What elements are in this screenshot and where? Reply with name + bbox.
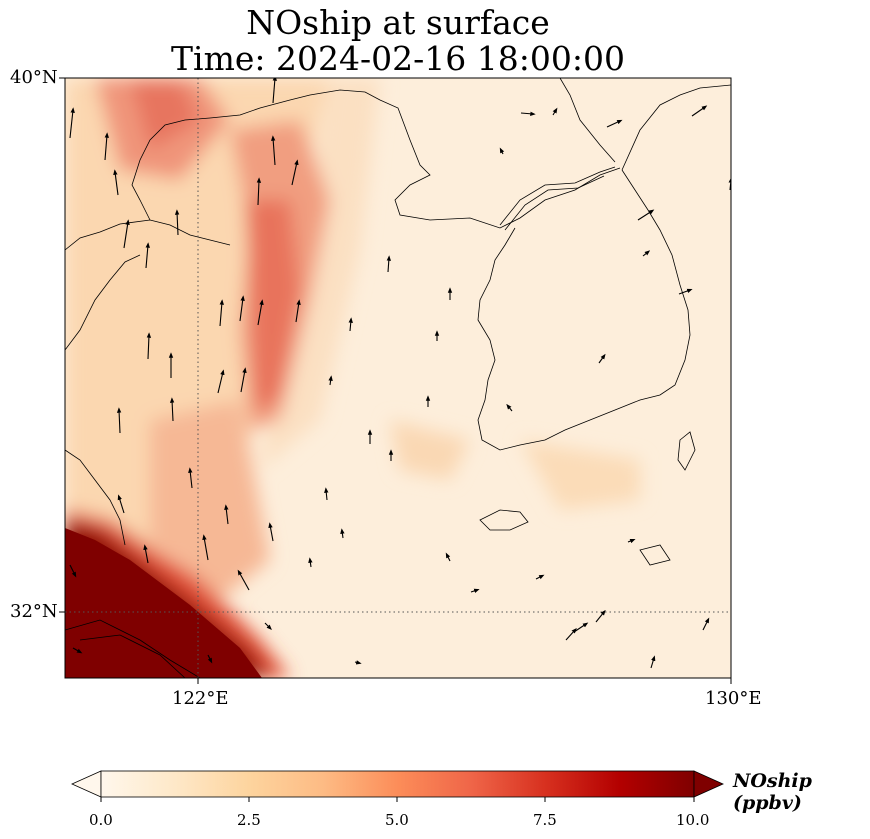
wind-arrow — [606, 119, 623, 128]
wind-arrow — [69, 107, 75, 139]
lon-label-130e: 130°E — [705, 688, 762, 709]
wind-arrow — [470, 588, 480, 593]
wind-arrow — [565, 627, 577, 641]
wind-arrow — [268, 522, 274, 542]
concentration-field — [65, 78, 731, 678]
wind-arrow — [348, 317, 353, 332]
map-title-line1: NOship at surface — [246, 3, 550, 42]
colorbar-label: NOship (ppbv) — [733, 770, 812, 814]
wind-arrow — [354, 660, 362, 665]
wind-arrow — [240, 367, 247, 393]
map-frame — [64, 77, 732, 679]
map-title-line2: Time: 2024-02-16 18:00:00 — [171, 39, 625, 78]
wind-arrow — [291, 159, 299, 186]
wind-arrow — [328, 375, 333, 386]
colorbar-tick: 10.0 — [676, 811, 710, 829]
wind-arrow — [499, 147, 505, 155]
wind-arrow — [271, 135, 276, 166]
wind-arrow — [598, 353, 606, 364]
wind-arrow — [188, 467, 193, 489]
lat-label-32n: 32°N — [10, 601, 58, 622]
colorbar-tick: 5.0 — [385, 811, 409, 829]
wind-arrow — [445, 552, 451, 562]
wind-arrow — [627, 538, 636, 544]
wind-arrow — [239, 295, 245, 322]
colorbar-tick: 7.5 — [533, 811, 557, 829]
wind-arrow — [272, 78, 277, 104]
wind-arrow — [637, 209, 655, 221]
colorbar-extend-max — [693, 770, 724, 798]
wind-arrow — [535, 574, 545, 580]
wind-arrow — [308, 557, 313, 568]
wind-arrow — [169, 397, 175, 422]
wind-arrow — [552, 107, 558, 116]
wind-arrow — [257, 299, 264, 326]
wind-arrow — [143, 544, 149, 564]
wind-arrow — [256, 177, 262, 206]
wind-arrow — [117, 494, 125, 514]
wind-arrow — [202, 534, 209, 561]
colorbar-gradient — [100, 770, 695, 798]
wind-arrow — [123, 219, 130, 249]
wind-arrow — [595, 609, 606, 623]
colorbar-tick: 0.0 — [89, 811, 113, 829]
wind-arrow — [224, 504, 229, 525]
wind-arrow — [237, 569, 250, 591]
wind-arrow — [217, 369, 225, 394]
colorbar-extend-min — [71, 770, 102, 798]
wind-arrow — [116, 407, 122, 434]
wind-arrow — [207, 654, 213, 664]
wind-arrow — [642, 250, 651, 257]
wind-arrow — [72, 647, 83, 654]
wind-arrow — [506, 403, 513, 412]
wind-arrow — [145, 242, 150, 269]
wind-arrow — [146, 332, 152, 360]
wind-vectors — [69, 78, 731, 669]
wind-arrow — [69, 564, 77, 578]
wind-arrow — [174, 209, 180, 236]
wind-arrow — [386, 255, 391, 273]
wind-arrow — [520, 111, 536, 116]
wind-arrow — [104, 132, 109, 161]
wind-arrow — [650, 655, 656, 669]
lat-label-40n: 40°N — [10, 67, 58, 88]
wind-arrow — [340, 528, 345, 539]
wind-arrow — [702, 617, 710, 631]
wind-arrow — [264, 622, 272, 630]
lon-label-122e: 122°E — [172, 688, 229, 709]
coastlines — [65, 78, 731, 678]
wind-arrow — [295, 299, 301, 323]
wind-arrow — [219, 299, 224, 327]
wind-arrow — [573, 622, 589, 633]
wind-arrow — [113, 169, 119, 196]
wind-arrow — [678, 288, 693, 295]
wind-arrow — [691, 105, 708, 117]
wind-arrow — [324, 487, 329, 501]
colorbar-tick: 2.5 — [237, 811, 261, 829]
